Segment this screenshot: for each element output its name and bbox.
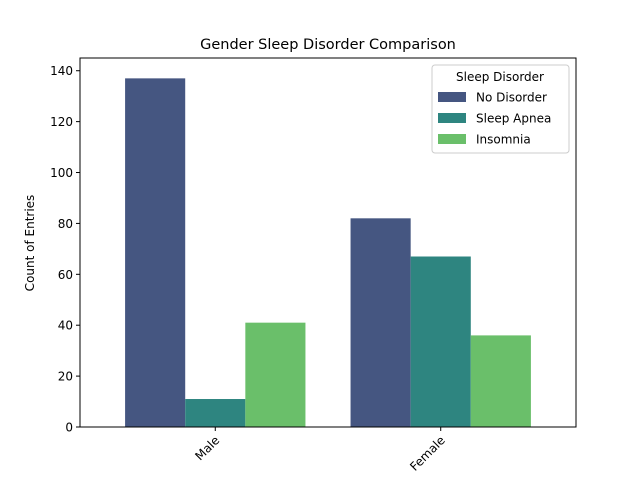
legend-swatch-sleep-apnea [438,113,466,123]
y-tick-label: 100 [50,166,73,180]
y-tick-label: 120 [50,115,73,129]
bar-sleep-apnea-male [185,399,246,427]
x-tick-label-female: Female [407,433,448,474]
legend-label-sleep-apnea: Sleep Apnea [476,112,551,126]
y-axis-label: Count of Entries [23,195,37,292]
plot-frame [79,57,577,428]
y-tick-label: 20 [58,370,73,384]
bars-group [125,78,531,428]
legend-title: Sleep Disorder [456,70,544,84]
legend-label-no-disorder: No Disorder [476,91,547,105]
x-axis: Male Female [192,427,448,474]
y-tick-label: 0 [65,421,73,435]
legend-label-insomnia: Insomnia [476,133,531,147]
legend-items: No Disorder Sleep Apnea Insomnia [438,91,551,147]
bar-insomnia-male [245,322,306,427]
y-axis: 0 20 40 60 80 100 120 140 [50,64,80,435]
y-tick-label: 80 [58,217,73,231]
bar-no-disorder-female [350,218,411,427]
bar-no-disorder-male [125,78,186,428]
chart-title: Gender Sleep Disorder Comparison [200,37,456,53]
legend: Sleep Disorder No Disorder Sleep Apnea Ins… [431,64,570,154]
bar-insomnia-female [470,335,531,427]
y-tick-label: 60 [58,268,73,282]
y-tick-label: 140 [50,64,73,78]
bar-sleep-apnea-female [410,256,471,427]
legend-swatch-insomnia [438,134,466,144]
y-tick-label: 40 [58,319,73,333]
legend-swatch-no-disorder [438,92,466,102]
x-tick-label-male: Male [192,433,222,463]
legend-box [431,64,570,154]
